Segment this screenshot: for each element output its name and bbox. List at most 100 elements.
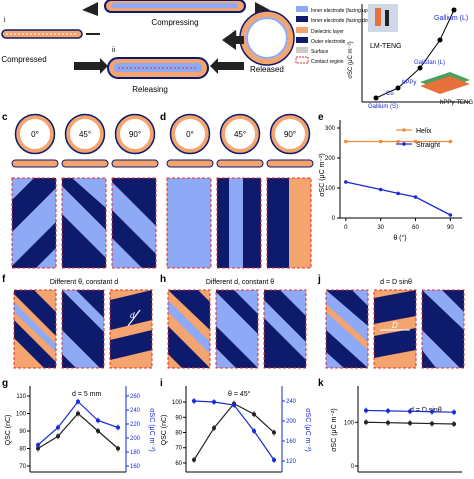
ytick-right: 120 [286,459,297,465]
i-annotation: θ = 45° [228,390,251,398]
ytick-left: 80 [19,447,26,453]
chart-i: QSC (nC) σSC (μC m⁻²) θ = 45° 60 70 80 90 10… [161,386,311,473]
series-point [364,420,368,425]
ytick-right: 240 [130,408,141,414]
ytick-left: 100 [344,420,355,426]
e-legend: Helix Straight [396,128,440,149]
svg-text:Cu: Cu [386,91,394,97]
arrow-left-icon [82,2,98,16]
label-k: k [318,378,324,389]
series-point [252,429,256,433]
ytick-left: 100 [172,400,183,406]
g-ylabel-left: QSC (nC) [5,415,12,446]
ytick-right: 220 [130,422,141,428]
series-point [252,412,256,417]
k-annotation: d = D sinθ [410,407,442,414]
roman-i: i [4,17,6,24]
svg-text:Outer electrode: Outer electrode [311,39,346,45]
series-point [232,403,236,407]
title-h: Different d, constant θ [206,279,274,286]
ytick-left: 90 [19,429,26,435]
series-point [408,421,412,426]
label-compressed: Compressed [1,55,46,64]
ytick-left: 0 [351,464,355,470]
released-ring [240,11,294,65]
label-i: i [160,378,163,389]
svg-text:45°: 45° [234,130,246,139]
svg-text:Inner electrode (facing down): Inner electrode (facing down) [311,18,376,24]
e-xtick: 30 [377,225,384,231]
title-f: Different θ, constant d [50,279,118,286]
series-point [56,434,60,439]
label-e: e [318,112,324,123]
ytick-right: 180 [130,450,141,456]
e-xtick: 0 [344,225,348,231]
series-point [386,408,390,413]
label-releasing: Releasing [132,85,168,94]
e-ytick: 0 [332,216,336,222]
svg-text:LM-TENG: LM-TENG [370,43,402,50]
k-ylabel: σSC (μC m⁻²) [331,408,338,452]
series-point [408,409,412,414]
e-point [413,195,418,199]
panel-h-stripes [167,289,307,369]
ytick-right: 200 [130,436,141,442]
series-line [193,402,275,461]
ytick-right: 240 [286,399,297,405]
svg-text:Gallium (S): Gallium (S) [368,104,398,110]
series-point [56,425,60,430]
e-xtick: 90 [447,225,454,231]
series-point [192,399,196,403]
svg-text:Contact region: Contact region [311,59,344,65]
series-point [116,446,120,451]
e-xlabel: θ (°) [393,234,406,242]
ytick-left: 100 [16,412,27,418]
e-point [413,139,418,144]
i-ylabel-left: QSC (nC) [161,415,168,446]
series-point [96,418,100,423]
legend: Inner electrode (facing up) Inner electr… [295,6,376,65]
e-point [396,139,400,144]
ytick-left: 70 [19,464,26,470]
series-line [37,412,119,450]
series-point [272,430,276,435]
panel-d-blocks [166,177,312,269]
panel-d-rings: 0° 45° 90° [166,113,314,168]
label-c: c [2,112,8,123]
svg-text:Galistan (L): Galistan (L) [414,60,445,66]
e-point [378,187,383,192]
chart-k: σSC (μC m⁻²) d = D sinθ 0 100 [331,386,462,473]
ytick-left: 90 [175,415,182,421]
series-point [430,421,434,426]
ytick-right: 200 [286,419,297,425]
label-compressing: Compressing [151,18,198,27]
panel-j-stripes: D [325,289,465,369]
series-point [76,399,80,404]
e-point [448,139,453,144]
legend-straight: Straight [416,142,440,149]
label-released: Released [250,65,284,74]
svg-text:0°: 0° [31,130,39,139]
series-point [272,458,276,462]
series-point [36,446,40,451]
series-point [116,425,120,430]
series-point [212,400,216,404]
svg-text:Inner electrode (facing up): Inner electrode (facing up) [311,8,370,14]
panel-c-rings: 0° 45° 90° [11,113,159,168]
legend-helix: Helix [416,128,432,135]
e-ytick: 200 [325,156,336,162]
title-j: d = D sinθ [380,279,412,286]
series-point [386,420,390,425]
arrow-left-icon-2 [210,58,244,74]
svg-text:90°: 90° [284,130,296,139]
ytick-left: 70 [175,446,182,452]
e-point [378,139,383,144]
g-ylabel-right: σSC (μC m⁻²) [148,408,155,452]
i-ylabel-right: σSC (μC m⁻²) [304,408,311,452]
e-series-line [345,181,451,216]
series-point [452,410,456,415]
series-line [193,400,275,461]
e-point [344,139,348,144]
label-f: f [2,274,6,285]
ytick-right: 160 [286,439,297,445]
